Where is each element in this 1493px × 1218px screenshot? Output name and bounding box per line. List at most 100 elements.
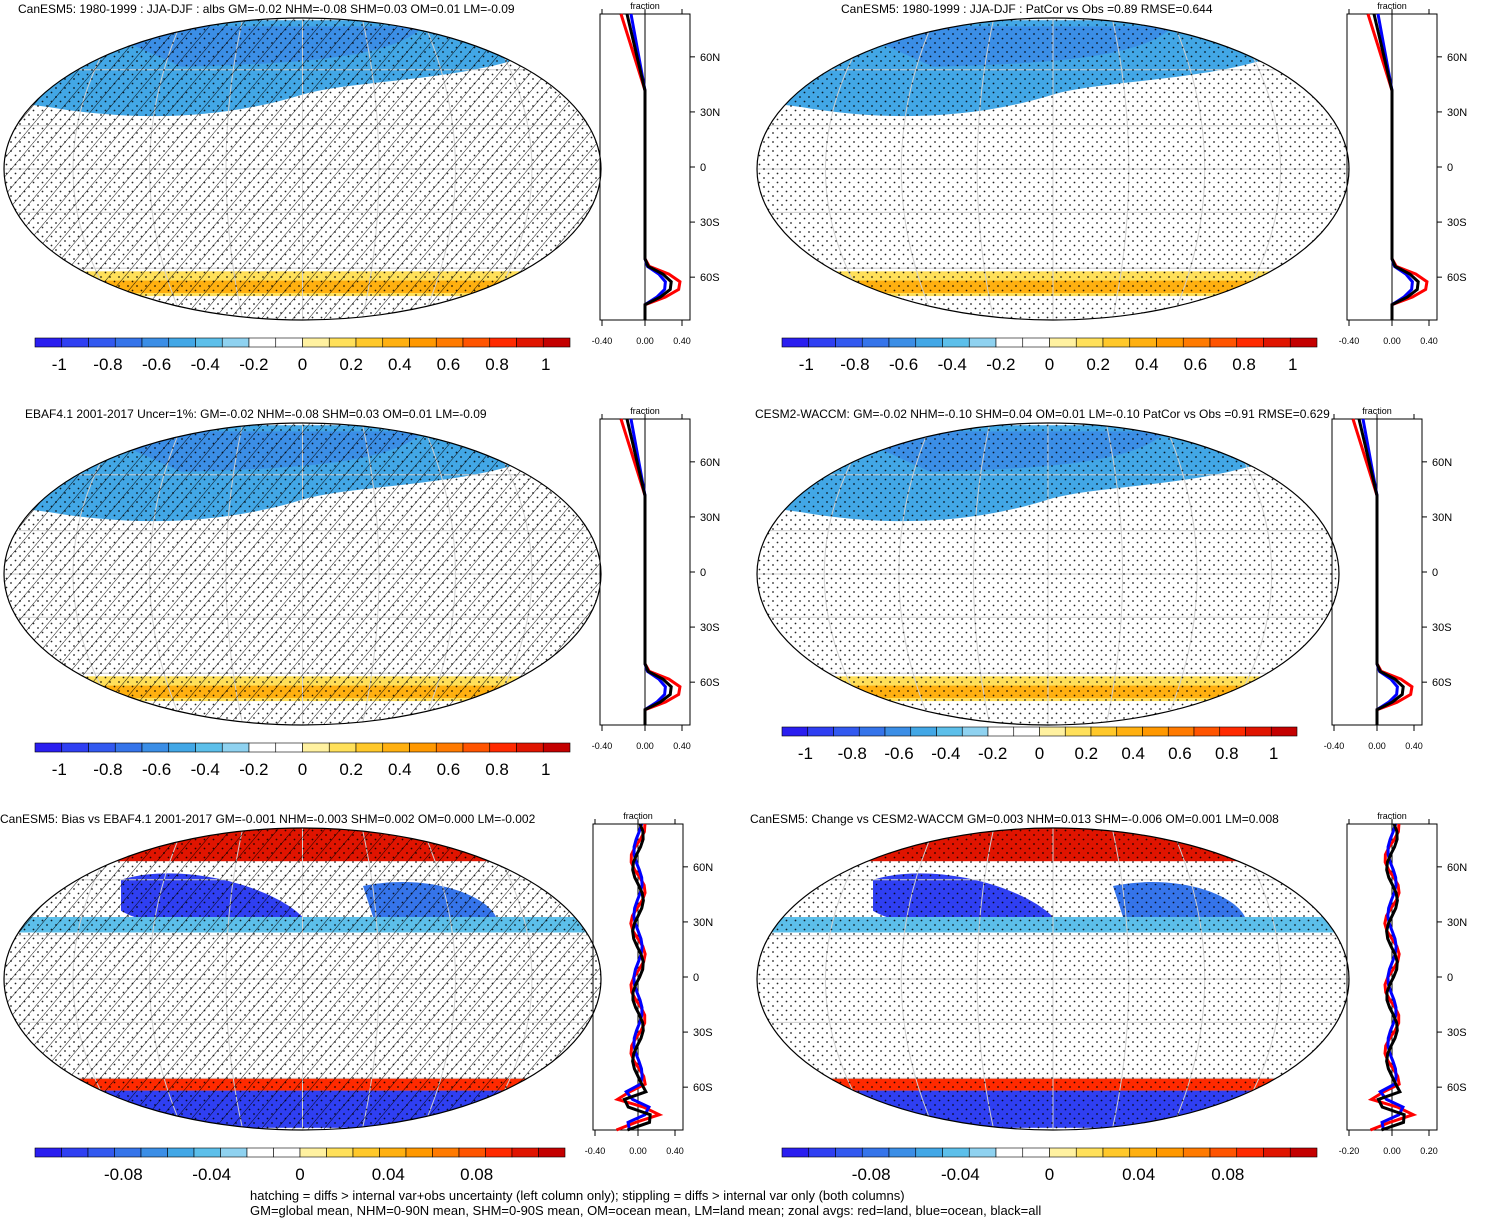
lat-label: 60S xyxy=(1432,677,1452,689)
colorbar-tick-label: 0.6 xyxy=(437,760,461,779)
zonal-mean-plot: fraction -0.40 0.00 0.40 60N 30N 0 30S 60S xyxy=(1324,406,1452,751)
colorbar-swatch xyxy=(302,337,330,348)
colorbar-swatch xyxy=(861,1147,890,1158)
colorbar-tick-label: -0.04 xyxy=(192,1165,231,1184)
colorbar-tick-label: -0.2 xyxy=(978,744,1007,763)
colorbar-swatch xyxy=(141,742,170,753)
panel-title: CESM2-WACCM: GM=-0.02 NHM=-0.10 SHM=0.04… xyxy=(755,407,1330,421)
colorbar-swatch xyxy=(781,1147,810,1158)
colorbar-swatch xyxy=(861,337,890,348)
colorbar-swatch xyxy=(1142,726,1169,737)
colorbar-swatch xyxy=(34,1147,62,1158)
colorbar-swatch xyxy=(61,742,89,753)
colorbar-swatch xyxy=(379,1147,407,1158)
lat-label: 30N xyxy=(700,512,720,524)
colorbar-swatch xyxy=(141,337,170,348)
colorbar-tick-label: 0.8 xyxy=(485,355,509,374)
colorbar-tick-label: 0.4 xyxy=(1121,744,1145,763)
panel-title: CanESM5: 1980-1999 : JJA-DJF : albs GM=-… xyxy=(18,2,515,16)
colorbar-swatch xyxy=(961,726,989,737)
colorbar-swatch xyxy=(987,726,1015,737)
colorbar-swatch xyxy=(1102,1147,1131,1158)
zonal-mean-plot: fraction -0.40 0.00 0.40 60N 30N 0 30S 60S xyxy=(585,811,713,1156)
colorbar-tick-label: 0.8 xyxy=(1232,355,1256,374)
colorbar-tick-label: 0 xyxy=(1035,744,1044,763)
colorbar-swatch xyxy=(1102,337,1131,348)
colorbar-swatch xyxy=(167,1147,195,1158)
colorbar-swatch xyxy=(382,337,410,348)
colorbar-swatch xyxy=(1022,337,1050,348)
colorbar-swatch xyxy=(462,337,491,348)
lat-label: 60S xyxy=(700,272,720,284)
lat-label: 0 xyxy=(1432,567,1438,579)
map-outline xyxy=(756,422,1340,726)
colorbar-swatch xyxy=(1270,726,1298,737)
colorbar-swatch xyxy=(888,1147,917,1158)
all-zonal-line xyxy=(625,418,673,725)
colorbar-swatch xyxy=(275,742,303,753)
panel-title: EBAF4.1 2001-2017 Uncer=1%: GM=-0.02 NHM… xyxy=(25,407,487,421)
ocean-zonal-line xyxy=(1377,823,1405,1131)
colorbar-swatch xyxy=(1039,726,1066,737)
hatching xyxy=(4,18,601,320)
lat-label: 30S xyxy=(1447,1027,1467,1039)
stippling xyxy=(757,18,1349,320)
colorbar-swatch xyxy=(405,1147,433,1158)
colorbar-swatch xyxy=(1022,1147,1050,1158)
colorbar-swatch xyxy=(248,337,277,348)
map-outline xyxy=(756,17,1350,321)
colorbar-tick-label: 0 xyxy=(298,760,307,779)
colorbar-swatch xyxy=(808,1147,836,1158)
colorbar-swatch xyxy=(275,337,303,348)
colorbar-swatch xyxy=(352,1147,380,1158)
colorbar-swatch xyxy=(432,1147,460,1158)
colorbar-swatch xyxy=(328,742,357,753)
colorbar-swatch xyxy=(168,742,196,753)
colorbar-swatch xyxy=(538,1147,566,1158)
colorbar-tick-label: 0.4 xyxy=(388,760,412,779)
lat-label: 60N xyxy=(1432,457,1452,469)
colorbar-swatch xyxy=(88,337,116,348)
map-plot xyxy=(756,422,1340,726)
colorbar-tick-label: 0.08 xyxy=(1211,1165,1244,1184)
map-plot xyxy=(3,422,602,726)
map-outline xyxy=(3,422,602,726)
panel-3: EBAF4.1 2001-2017 Uncer=1%: GM=-0.02 NHM… xyxy=(0,405,746,808)
zonal-mean-plot: fraction -0.40 0.00 0.40 60N 30N 0 30S 60S xyxy=(1339,1,1467,346)
colorbar-swatch xyxy=(542,742,571,753)
colorbar-tick-label: -0.2 xyxy=(239,760,268,779)
colorbar-tick-label: -0.4 xyxy=(931,744,960,763)
colorbar-swatch xyxy=(936,726,963,737)
footer-notes: hatching = diffs > internal var+obs unce… xyxy=(250,1188,1041,1218)
colorbar-swatch xyxy=(489,742,517,753)
lat-label: 60N xyxy=(693,862,713,874)
colorbar-tick-label: 0.4 xyxy=(1135,355,1159,374)
colorbar-swatch xyxy=(1236,1147,1264,1158)
colorbar-tick-label: -0.8 xyxy=(840,355,869,374)
lat-label: 0 xyxy=(1447,162,1453,174)
zonal-axis-label: fraction xyxy=(1362,406,1392,416)
colorbar-swatch xyxy=(458,1147,486,1158)
colorbar-swatch xyxy=(995,337,1024,348)
panel-6: CanESM5: Change vs CESM2-WACCM GM=0.003 … xyxy=(747,810,1493,1213)
colorbar-swatch xyxy=(328,337,357,348)
colorbar-swatch xyxy=(781,337,810,348)
zonal-mean-plot: fraction -0.40 0.00 0.40 60N 30N 0 30S 60S xyxy=(592,406,720,751)
colorbar-swatch xyxy=(1236,337,1264,348)
lat-label: 30S xyxy=(700,622,720,634)
colorbar-tick-label: 0.2 xyxy=(339,355,363,374)
zonal-tick-label: 0.40 xyxy=(673,741,691,751)
all-zonal-line xyxy=(1372,13,1420,320)
colorbar-swatch xyxy=(835,337,863,348)
colorbar-swatch xyxy=(1167,726,1195,737)
colorbar-swatch xyxy=(88,742,116,753)
colorbar-swatch xyxy=(1209,337,1238,348)
panel-title: CanESM5: 1980-1999 : JJA-DJF : PatCor vs… xyxy=(841,2,1213,16)
colorbar-swatch xyxy=(246,1147,274,1158)
colorbar-swatch xyxy=(87,1147,115,1158)
zonal-tick-label: 0.40 xyxy=(1405,741,1423,751)
zonal-axis-label: fraction xyxy=(630,1,660,11)
lat-label: 30S xyxy=(700,217,720,229)
colorbar-tick-label: 0.6 xyxy=(1168,744,1192,763)
colorbar-swatch xyxy=(542,337,571,348)
